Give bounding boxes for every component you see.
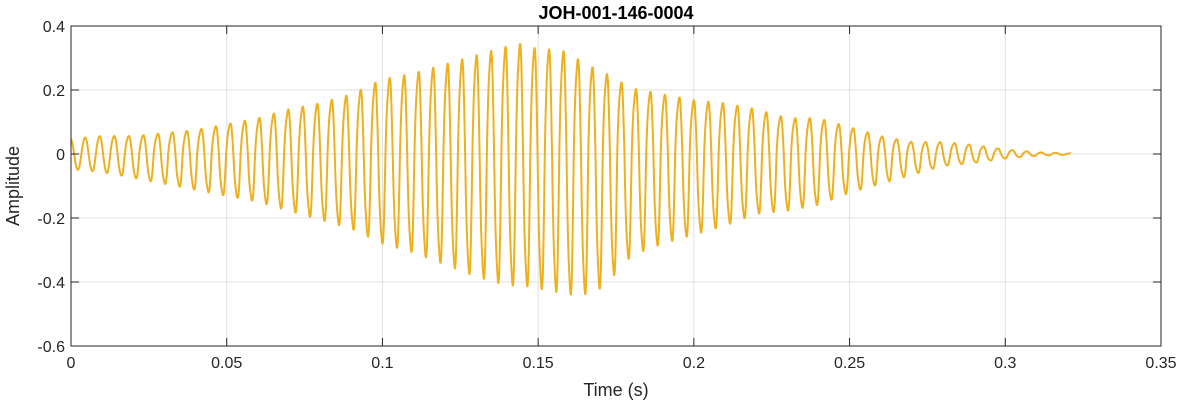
- x-tick-label: 0.3: [994, 355, 1016, 372]
- y-tick-label: -0.2: [37, 211, 65, 228]
- x-tick-label: 0.15: [523, 355, 554, 372]
- x-tick-label: 0.35: [1145, 355, 1176, 372]
- waveform-line: [70, 42, 1072, 296]
- y-tick-label: -0.6: [37, 339, 65, 356]
- x-tick-label: 0.2: [683, 355, 705, 372]
- series-layer: [70, 42, 1072, 296]
- x-tick-labels: 0 0.05 0.1 0.15 0.2 0.25 0.3 0.35: [67, 355, 1177, 372]
- y-tick-label: 0: [56, 147, 65, 164]
- axes-box: [70, 25, 1162, 347]
- chart-title: JOH-001-146-0004: [538, 3, 693, 23]
- x-tick-label: 0.1: [371, 355, 393, 372]
- y-tick-label: -0.4: [37, 275, 65, 292]
- x-tick-label: 0.25: [834, 355, 865, 372]
- y-tick-label: 0.4: [43, 19, 65, 36]
- y-tick-labels: -0.6 -0.4 -0.2 0 0.2 0.4: [37, 19, 65, 356]
- x-tick-label: 0.05: [211, 355, 242, 372]
- tick-marks: [70, 25, 1162, 347]
- y-axis-label: Amplitude: [3, 146, 23, 226]
- x-axis-label: Time (s): [583, 380, 648, 400]
- x-tick-label: 0: [67, 355, 76, 372]
- y-tick-label: 0.2: [43, 83, 65, 100]
